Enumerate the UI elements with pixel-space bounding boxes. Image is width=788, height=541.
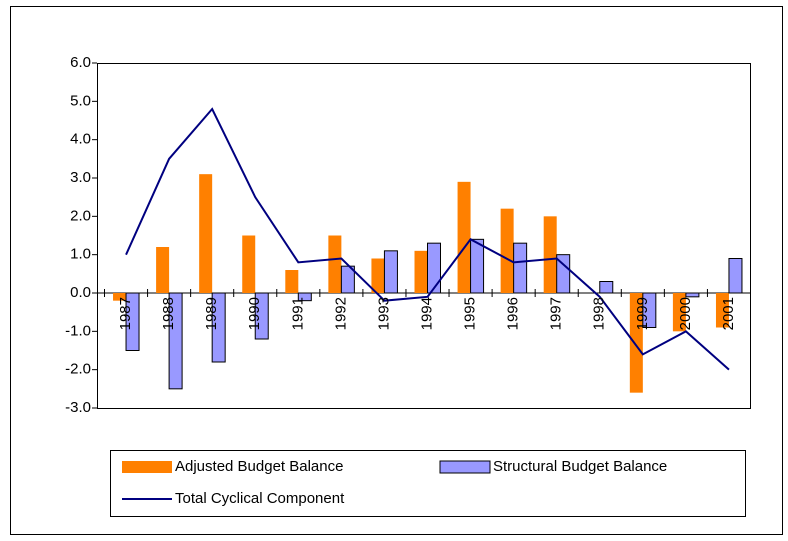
y-tick-label: 4.0 bbox=[70, 131, 91, 148]
bar bbox=[125, 292, 140, 351]
bar bbox=[168, 292, 183, 390]
legend-swatch bbox=[439, 460, 491, 474]
x-tick-label: 1996 bbox=[505, 297, 522, 330]
bar bbox=[242, 235, 256, 293]
bar bbox=[543, 216, 557, 293]
bar bbox=[715, 293, 729, 328]
x-tick-label: 1990 bbox=[246, 297, 263, 330]
y-tick-label: 3.0 bbox=[70, 169, 91, 186]
bar bbox=[728, 258, 743, 294]
legend-label: Structural Budget Balance bbox=[493, 458, 667, 475]
x-tick-label: 1988 bbox=[160, 297, 177, 330]
bar bbox=[297, 292, 312, 302]
x-tick-label: 1991 bbox=[289, 297, 306, 330]
bar bbox=[254, 292, 269, 340]
y-tick-label: 6.0 bbox=[70, 54, 91, 71]
bar bbox=[414, 250, 428, 293]
x-tick-label: 1999 bbox=[634, 297, 651, 330]
x-tick-label: 1992 bbox=[332, 297, 349, 330]
bar bbox=[211, 292, 226, 363]
x-tick-label: 1994 bbox=[418, 297, 435, 330]
bar bbox=[427, 242, 441, 294]
y-tick-label: -3.0 bbox=[65, 399, 91, 416]
bar bbox=[642, 292, 657, 328]
bar bbox=[513, 242, 528, 294]
y-tick-label: 1.0 bbox=[70, 246, 91, 263]
plot-area bbox=[97, 63, 751, 409]
x-tick-label: 2000 bbox=[677, 297, 694, 330]
x-tick-label: 1993 bbox=[375, 297, 392, 330]
bar bbox=[629, 293, 643, 393]
x-tick-label: 1997 bbox=[548, 297, 565, 330]
x-tick-label: 1989 bbox=[203, 297, 220, 330]
x-tick-label: 1987 bbox=[117, 297, 134, 330]
y-tick-label: 2.0 bbox=[70, 207, 91, 224]
y-tick-label: -1.0 bbox=[65, 322, 91, 339]
bar bbox=[672, 293, 686, 332]
legend-box bbox=[110, 450, 746, 517]
bar bbox=[685, 292, 700, 298]
bar bbox=[500, 208, 514, 293]
bar bbox=[156, 247, 170, 293]
bar bbox=[371, 258, 385, 293]
bar bbox=[556, 254, 571, 294]
bar bbox=[328, 235, 342, 293]
x-tick-label: 2001 bbox=[720, 297, 737, 330]
bar bbox=[599, 281, 614, 294]
y-tick-label: -2.0 bbox=[65, 361, 91, 378]
legend-swatch bbox=[122, 461, 172, 473]
bar bbox=[457, 181, 471, 293]
line-series bbox=[125, 107, 730, 371]
bar bbox=[113, 293, 127, 301]
bar bbox=[383, 250, 398, 294]
x-tick-label: 1995 bbox=[462, 297, 479, 330]
y-tick-label: 0.0 bbox=[70, 284, 91, 301]
bar bbox=[285, 270, 299, 293]
bar bbox=[199, 174, 213, 293]
legend-label: Total Cyclical Component bbox=[175, 490, 345, 507]
legend-label: Adjusted Budget Balance bbox=[175, 458, 343, 475]
bar bbox=[470, 238, 485, 294]
x-tick-label: 1998 bbox=[591, 297, 608, 330]
y-tick-label: 5.0 bbox=[70, 92, 91, 109]
